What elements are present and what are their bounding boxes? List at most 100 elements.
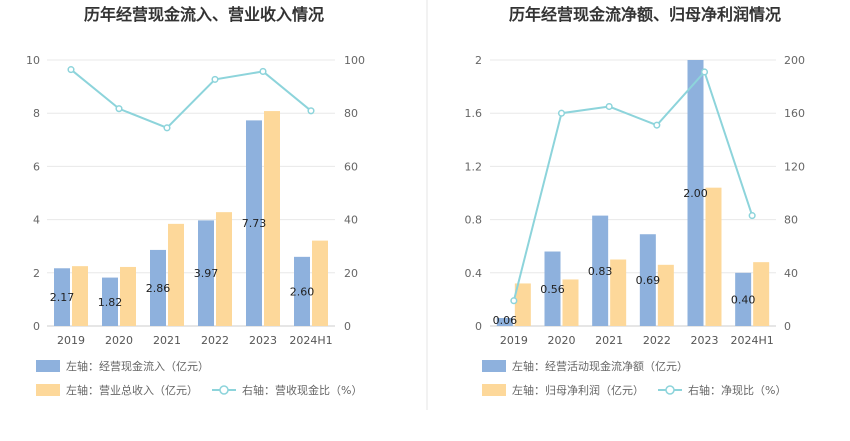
chart-2: 历年经营现金流净额、归母净利润情况 0 0 0.4 40 0.8 80 1.2 120 1.6 16… [465, 5, 806, 397]
right-axis-tick-label: 80 [344, 107, 358, 120]
bar-secondary [120, 266, 136, 326]
bar-primary [735, 272, 752, 326]
bar-primary [102, 277, 118, 326]
bar-secondary [216, 212, 232, 326]
bar-data-label: 2.17 [50, 291, 75, 304]
bar-data-label: 0.06 [493, 314, 518, 327]
left-axis-tick-label: 0 [33, 320, 40, 333]
x-axis-tick-label: 2021 [595, 334, 623, 347]
series-line [70, 68, 312, 130]
right-axis-tick-label: 200 [784, 54, 805, 67]
chart-title: 历年经营现金流入、营业收入情况 [84, 5, 324, 24]
series-line [512, 70, 754, 301]
line-point [510, 297, 518, 305]
x-axis-tick-label: 2021 [153, 334, 181, 347]
left-axis-tick-label: 2 [33, 267, 40, 280]
line-point [605, 103, 613, 111]
bar-primary [639, 234, 656, 326]
left-axis-tick-label: 6 [33, 160, 40, 173]
legend-swatch-bar [36, 360, 60, 372]
legend-swatch-bar [482, 384, 506, 396]
left-axis-tick-label: 1.6 [465, 107, 483, 120]
bar-primary [496, 318, 513, 326]
bar-primary [246, 120, 262, 326]
legend-label: 右轴：营收现金比（%） [242, 383, 362, 397]
left-axis-tick-label: 0.4 [465, 267, 483, 280]
bar-primary [592, 215, 609, 326]
left-axis-tick-label: 2 [475, 54, 482, 67]
x-axis-tick-label: 2023 [249, 334, 277, 347]
right-axis-tick-label: 20 [344, 267, 358, 280]
bar-primary [150, 249, 166, 326]
line-point [115, 105, 123, 113]
legend-swatch-bar [36, 384, 60, 396]
bar-secondary [264, 111, 280, 327]
bar-primary [544, 251, 561, 326]
line-point [748, 212, 756, 220]
bar-secondary [562, 279, 579, 326]
bar-secondary [72, 266, 88, 326]
right-axis-tick-label: 120 [784, 160, 805, 173]
line-point [653, 121, 661, 129]
left-axis-tick-label: 8 [33, 107, 40, 120]
line-point [307, 107, 315, 115]
line-point [259, 67, 267, 75]
right-axis-tick-label: 100 [344, 54, 365, 67]
legend-swatch-point [219, 385, 229, 395]
bar-data-label: 0.69 [636, 274, 661, 287]
right-axis-tick-label: 40 [784, 267, 798, 280]
x-axis-tick-label: 2019 [57, 334, 85, 347]
x-axis-tick-label: 2022 [201, 334, 229, 347]
chart-1: 历年经营现金流入、营业收入情况 0 0 2 20 4 40 6 60 8 80 10 100 2019 20… [26, 5, 365, 397]
bar-secondary [657, 264, 674, 326]
legend: 左轴：经营活动现金流净额（亿元） 左轴：归母净利润（亿元） 右轴：净现比（%） [482, 359, 786, 397]
bar-data-label: 7.73 [242, 217, 267, 230]
left-axis-tick-label: 0.8 [465, 214, 483, 227]
legend-swatch-bar [482, 360, 506, 372]
bar-data-label: 3.97 [194, 267, 219, 280]
x-axis-tick-label: 2024H1 [731, 334, 774, 347]
bar-secondary [753, 262, 770, 326]
right-axis-tick-label: 60 [344, 160, 358, 173]
right-axis-tick-label: 80 [784, 214, 798, 227]
right-axis-tick-label: 0 [784, 320, 791, 333]
x-axis-tick-label: 2024H1 [289, 334, 332, 347]
chart-title: 历年经营现金流净额、归母净利润情况 [509, 5, 781, 24]
bar-primary [54, 268, 70, 326]
line-point [557, 109, 566, 117]
bar-secondary [168, 223, 184, 326]
bar-data-label: 2.60 [290, 285, 315, 298]
legend-label: 左轴：归母净利润（亿元） [512, 383, 644, 397]
left-axis-tick-label: 0 [475, 320, 482, 333]
left-axis-tick-label: 10 [26, 54, 40, 67]
right-axis-tick-label: 0 [344, 320, 351, 333]
x-axis-tick-label: 2022 [643, 334, 671, 347]
legend-label: 左轴：经营活动现金流净额（亿元） [512, 359, 688, 373]
legend-label: 右轴：净现比（%） [688, 383, 786, 397]
bar-primary [687, 60, 704, 326]
bar-secondary [312, 240, 328, 326]
bar-secondary [610, 259, 627, 326]
bar-data-label: 0.56 [540, 283, 565, 296]
bar-data-label: 0.83 [588, 265, 613, 278]
bar-data-label: 2.00 [683, 187, 708, 200]
bar-data-label: 2.86 [146, 282, 171, 295]
x-axis-tick-label: 2019 [500, 334, 528, 347]
left-axis-tick-label: 4 [33, 214, 40, 227]
line-point [211, 75, 219, 83]
legend: 左轴：经营现金流入（亿元） 左轴：营业总收入（亿元） 右轴：营收现金比（%） [36, 359, 362, 397]
bar-data-label: 1.82 [98, 296, 123, 309]
right-axis-tick-label: 40 [344, 214, 358, 227]
legend-label: 左轴：经营现金流入（亿元） [66, 359, 209, 373]
bar-primary [198, 220, 214, 326]
line-point [700, 68, 709, 76]
x-axis-tick-label: 2020 [548, 334, 576, 347]
x-axis-tick-label: 2020 [105, 334, 133, 347]
right-axis-tick-label: 160 [784, 107, 805, 120]
legend-label: 左轴：营业总收入（亿元） [66, 383, 198, 397]
bar-data-label: 0.40 [731, 293, 756, 306]
line-point [67, 66, 75, 74]
bar-secondary [514, 283, 531, 326]
